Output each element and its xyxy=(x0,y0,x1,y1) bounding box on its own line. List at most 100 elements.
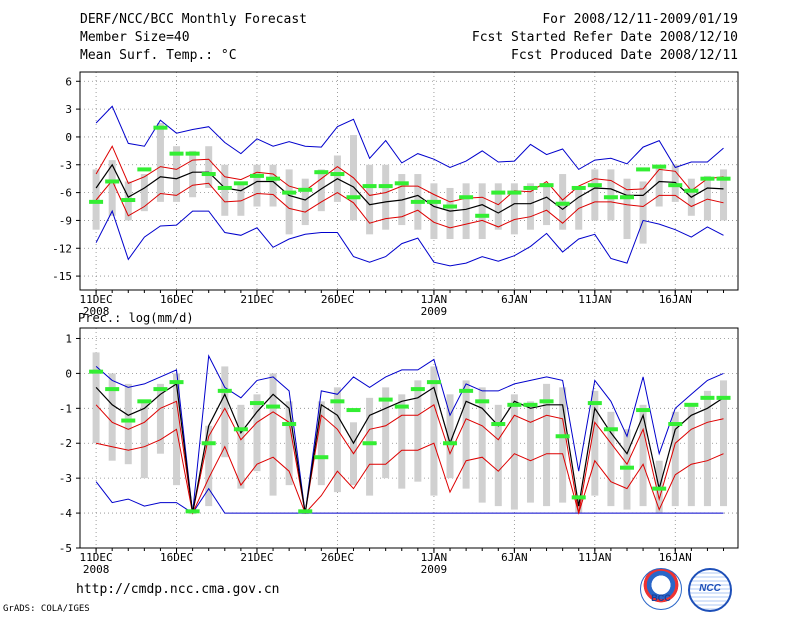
prec-box-19 xyxy=(382,387,390,479)
prec-obs-marker-34 xyxy=(619,465,634,470)
prec-box-25 xyxy=(478,387,486,503)
prec-box-39 xyxy=(703,390,711,507)
prec-box-37 xyxy=(671,411,679,507)
prec-box-8 xyxy=(205,425,213,507)
temp-ytick-label-1: 3 xyxy=(65,103,72,116)
prec-box-32 xyxy=(591,390,599,496)
temp-obs-marker-8 xyxy=(201,172,216,177)
temp-obs-marker-24 xyxy=(459,195,474,200)
temp-obs-marker-16 xyxy=(330,172,345,177)
prec-obs-marker-38 xyxy=(684,402,699,407)
temp-ytick-label-2: 0 xyxy=(65,131,72,144)
temp-plot-frame xyxy=(79,71,739,291)
prec-box-4 xyxy=(140,401,148,479)
temp-obs-marker-11 xyxy=(249,173,264,178)
temp-box-12 xyxy=(269,164,277,207)
grads-credit: GrADS: COLA/IGES xyxy=(3,604,90,614)
temp-obs-marker-25 xyxy=(475,213,490,218)
prec-obs-marker-24 xyxy=(459,388,474,393)
temp-ensemble-mean-line xyxy=(95,163,724,214)
prec-box-13 xyxy=(285,401,293,486)
temp-ytick-label-3: -3 xyxy=(59,159,72,172)
prec-box-26 xyxy=(494,404,502,507)
temp-obs-marker-3 xyxy=(121,198,136,203)
prec-plot-frame xyxy=(79,327,739,549)
prec-box-20 xyxy=(398,394,406,489)
prec-obs-marker-14 xyxy=(298,509,313,514)
prec-obs-marker-33 xyxy=(603,427,618,432)
temp-ytick-label-5: -9 xyxy=(59,214,72,227)
temp-ytick-label-0: 6 xyxy=(65,75,72,88)
temp-ytick-label-6: -12 xyxy=(52,242,72,255)
prec-box-21 xyxy=(414,380,422,482)
prec-percentile-high-line xyxy=(95,400,724,514)
temp-obs-marker-1 xyxy=(89,199,104,204)
temp-obs-marker-21 xyxy=(410,199,425,204)
temp-obs-marker-9 xyxy=(217,185,232,190)
prec-obs-marker-19 xyxy=(378,397,393,402)
temp-box-25 xyxy=(478,183,486,239)
temp-box-4 xyxy=(140,174,148,212)
forecast-period: For 2008/12/11-2009/01/19 xyxy=(542,12,738,27)
temp-obs-marker-36 xyxy=(652,164,667,169)
temp-xtick-year-0: 2008 xyxy=(83,305,110,318)
temp-obs-marker-23 xyxy=(443,204,458,209)
temp-obs-marker-37 xyxy=(668,183,683,188)
temp-ytick-label-4: -6 xyxy=(59,187,72,200)
temp-box-9 xyxy=(221,164,229,216)
prec-xtick-year-0: 2008 xyxy=(83,563,110,576)
prec-obs-marker-35 xyxy=(636,408,651,413)
prec-box-3 xyxy=(124,383,132,465)
source-url[interactable]: http://cmdp.ncc.cma.gov.cn xyxy=(76,582,280,597)
prec-obs-marker-32 xyxy=(587,401,602,406)
temp-box-36 xyxy=(655,164,663,207)
temp-box-29 xyxy=(543,183,551,226)
precip-panel-title: Prec.: log(mm/d) xyxy=(78,311,194,325)
temp-box-26 xyxy=(494,183,502,230)
forecast-produced-date: Fcst Produced Date 2008/12/11 xyxy=(511,48,738,63)
prec-xtick-year-4: 2009 xyxy=(421,563,448,576)
prec-box-2 xyxy=(108,373,116,461)
prec-obs-marker-30 xyxy=(555,434,570,439)
prec-obs-marker-2 xyxy=(105,387,120,392)
temp-box-14 xyxy=(301,178,309,226)
temp-obs-marker-2 xyxy=(105,179,120,184)
prec-ytick-label-3: -2 xyxy=(59,437,72,450)
temp-box-8 xyxy=(205,146,213,188)
temp-box-22 xyxy=(430,183,438,239)
temp-box-35 xyxy=(639,181,647,244)
prec-box-1 xyxy=(92,352,100,444)
temp-obs-marker-28 xyxy=(523,185,538,190)
prec-box-40 xyxy=(720,380,728,507)
prec-xtick-label-1: 16DEC xyxy=(160,551,193,564)
prec-box-5 xyxy=(156,383,164,454)
prec-obs-marker-1 xyxy=(89,369,104,374)
prec-xtick-label-5: 6JAN xyxy=(501,551,528,564)
temp-box-34 xyxy=(623,178,631,239)
temp-obs-marker-38 xyxy=(684,188,699,193)
temp-xtick-label-5: 6JAN xyxy=(501,293,528,306)
prec-ensemble-mean-line xyxy=(95,382,724,514)
temp-obs-marker-27 xyxy=(507,190,522,195)
prec-obs-marker-36 xyxy=(652,486,667,491)
temp-obs-marker-18 xyxy=(362,184,377,189)
prec-xtick-label-2: 21DEC xyxy=(240,551,273,564)
prec-xtick-label-0: 11DEC xyxy=(80,551,113,564)
temp-xtick-label-2: 21DEC xyxy=(240,293,273,306)
temp-box-32 xyxy=(591,169,599,221)
prec-obs-marker-37 xyxy=(668,422,683,427)
temp-box-33 xyxy=(607,169,615,221)
prec-xtick-label-7: 16JAN xyxy=(659,551,692,564)
temp-obs-marker-6 xyxy=(169,151,184,156)
prec-obs-marker-27 xyxy=(507,402,522,407)
prec-obs-marker-16 xyxy=(330,399,345,404)
forecast-start-date: Fcst Started Refer Date 2008/12/10 xyxy=(471,30,738,45)
temp-obs-marker-20 xyxy=(394,181,409,186)
temp-obs-marker-31 xyxy=(571,185,586,190)
prec-obs-marker-10 xyxy=(233,427,248,432)
variable-label: Mean Surf. Temp.: °C xyxy=(80,48,237,63)
prec-box-22 xyxy=(430,366,438,496)
temp-xtick-label-0: 11DEC xyxy=(80,293,113,306)
